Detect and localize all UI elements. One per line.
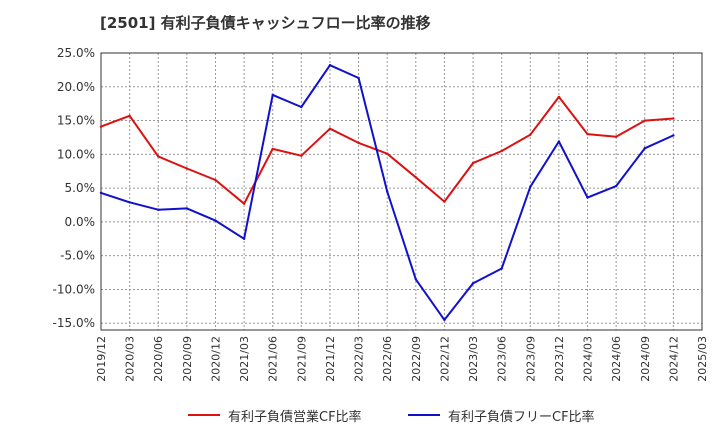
data-point	[300, 154, 303, 157]
legend-label-operating-cf: 有利子負債営業CF比率	[228, 409, 362, 425]
data-point	[185, 167, 189, 170]
x-tick-label: 2021/06	[267, 336, 280, 382]
data-point	[557, 140, 561, 143]
y-tick-label: 20.0%	[57, 80, 95, 94]
chart-title: [2501] 有利子負債キャッシュフロー比率の推移	[100, 14, 431, 32]
x-tick-label: 2024/09	[639, 336, 652, 382]
y-tick-label: -15.0%	[53, 316, 95, 330]
data-point	[300, 105, 303, 109]
x-tick-label: 2022/09	[410, 336, 423, 382]
data-point	[586, 196, 589, 199]
plot-background	[101, 53, 702, 330]
x-tick-label: 2024/03	[582, 336, 595, 382]
data-point	[557, 95, 561, 99]
y-tick-label: 0.0%	[65, 215, 96, 229]
data-point	[500, 267, 503, 270]
y-tick-label: -10.0%	[53, 282, 95, 296]
data-point	[99, 125, 103, 128]
data-point	[242, 237, 246, 240]
x-tick-label: 2020/09	[181, 336, 194, 382]
data-point	[500, 149, 503, 153]
data-point	[414, 278, 418, 281]
x-tick-label: 2024/12	[667, 336, 680, 382]
x-tick-label: 2023/12	[553, 336, 566, 382]
data-point	[529, 185, 532, 188]
data-point	[471, 161, 475, 165]
legend-label-free-cf: 有利子負債フリーCF比率	[448, 409, 595, 425]
data-point	[357, 76, 360, 80]
data-point	[242, 202, 246, 205]
data-point	[529, 133, 532, 136]
data-point	[99, 191, 103, 195]
y-tick-label: -5.0%	[60, 249, 95, 263]
x-tick-label: 2022/06	[381, 336, 394, 382]
x-tick-label: 2021/03	[238, 336, 251, 382]
data-point	[328, 127, 332, 130]
data-point	[586, 132, 589, 136]
data-point	[271, 93, 274, 97]
data-point	[157, 155, 160, 158]
y-tick-label: 10.0%	[57, 147, 95, 161]
data-point	[643, 119, 646, 122]
data-point	[128, 114, 131, 118]
x-tick-label: 2020/12	[209, 336, 222, 382]
data-point	[614, 184, 618, 188]
data-point	[672, 134, 675, 137]
legend-item-free-cf: 有利子負債フリーCF比率	[408, 404, 595, 426]
x-tick-label: 2023/09	[524, 336, 537, 382]
data-point	[443, 200, 446, 203]
data-point	[443, 318, 446, 322]
data-point	[385, 190, 389, 193]
x-tick-label: 2025/03	[696, 336, 709, 382]
data-point	[643, 147, 646, 150]
x-tick-label: 2024/06	[610, 336, 623, 382]
legend-item-operating-cf: 有利子負債営業CF比率	[188, 404, 362, 426]
data-point	[128, 201, 131, 204]
data-point	[214, 219, 217, 222]
x-tick-label: 2021/12	[324, 336, 337, 382]
data-point	[471, 282, 475, 285]
x-tick-label: 2023/06	[496, 336, 509, 382]
data-point	[357, 141, 360, 145]
data-point	[157, 208, 160, 211]
y-tick-label: 25.0%	[57, 46, 95, 60]
x-tick-label: 2020/03	[124, 336, 137, 382]
data-point	[385, 152, 389, 155]
legend: 有利子負債営業CF比率 有利子負債フリーCF比率	[0, 404, 720, 426]
y-tick-label: 15.0%	[57, 114, 95, 128]
x-tick-label: 2021/09	[295, 336, 308, 382]
x-tick-label: 2020/06	[152, 336, 165, 382]
legend-swatch-free-cf	[408, 414, 440, 416]
y-tick-label: 5.0%	[65, 181, 96, 195]
data-point	[672, 117, 675, 120]
data-point	[328, 63, 332, 67]
plot-frame	[100, 52, 703, 331]
x-tick-label: 2023/03	[467, 336, 480, 382]
data-point	[414, 176, 418, 179]
data-point	[614, 135, 618, 138]
data-point	[214, 178, 217, 182]
data-point	[271, 147, 274, 151]
x-tick-label: 2019/12	[95, 336, 108, 382]
legend-swatch-operating-cf	[188, 414, 220, 416]
x-tick-label: 2022/12	[438, 336, 451, 382]
data-point	[185, 207, 189, 210]
x-tick-label: 2022/03	[353, 336, 366, 382]
